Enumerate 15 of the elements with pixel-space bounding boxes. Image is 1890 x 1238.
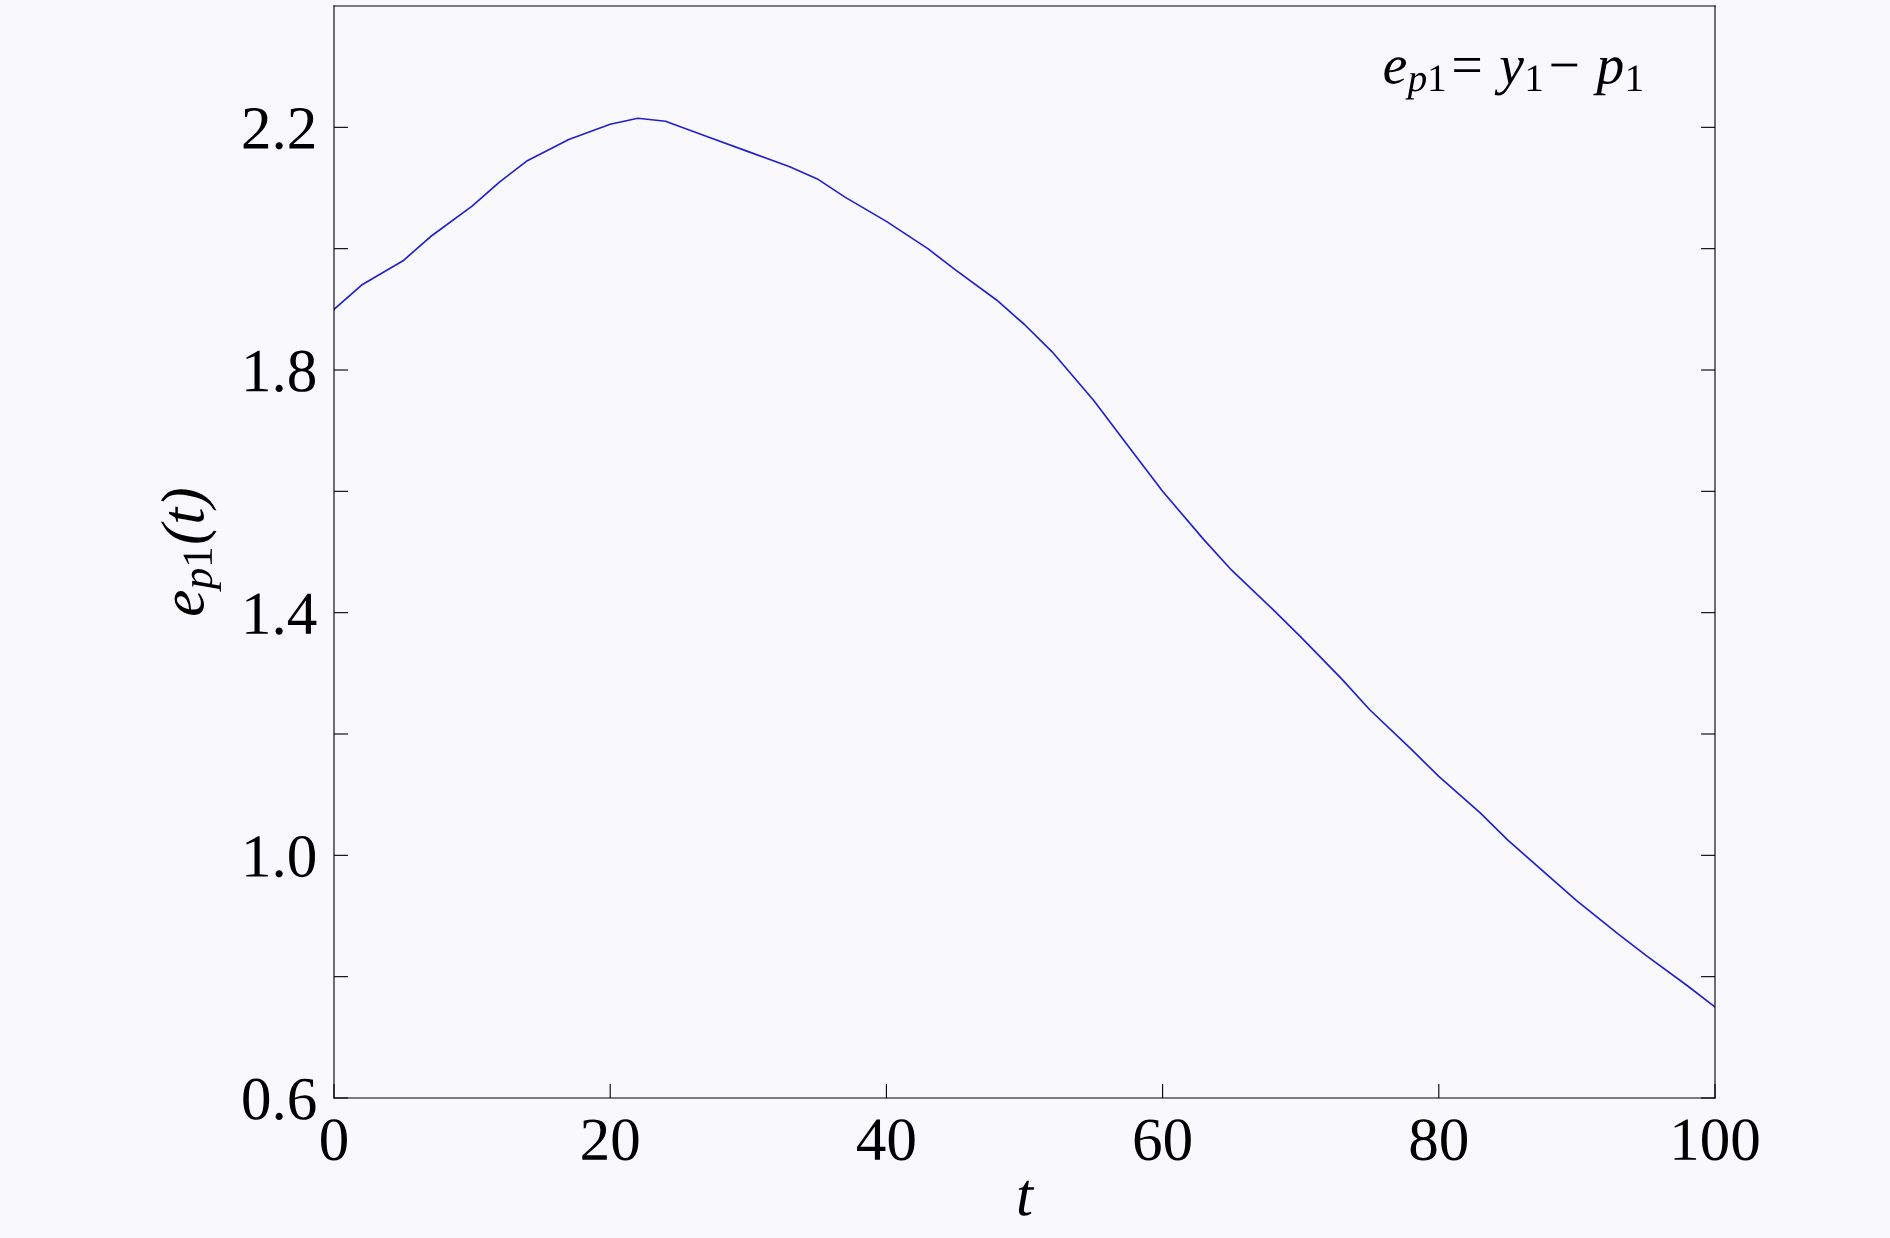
y-tick-label: 0.6	[243, 1078, 316, 1121]
y-tick-label: 1.4	[246, 593, 317, 635]
x-tick-label: 0	[321, 1119, 347, 1161]
x-tick-label: 100	[1674, 1119, 1759, 1161]
x-tick-label: 40	[857, 1119, 915, 1161]
y-tick-label: 1.0	[246, 835, 315, 878]
x-tick-label: 80	[1410, 1119, 1468, 1161]
line-series	[334, 117, 1715, 1008]
x-tick-label: 60	[1134, 1119, 1191, 1161]
y-tick-label: 2.2	[243, 108, 314, 150]
y-axis-title: e$_{p1}$(t)	[161, 489, 221, 615]
annotation: e$_{p1}$= y$_{1}$− p$_{1}$	[1384, 57, 1642, 100]
y-tick-label: 1.8	[246, 350, 315, 393]
x-axis-title: t	[1018, 1180, 1035, 1216]
x-tick-label: 20	[582, 1119, 639, 1161]
